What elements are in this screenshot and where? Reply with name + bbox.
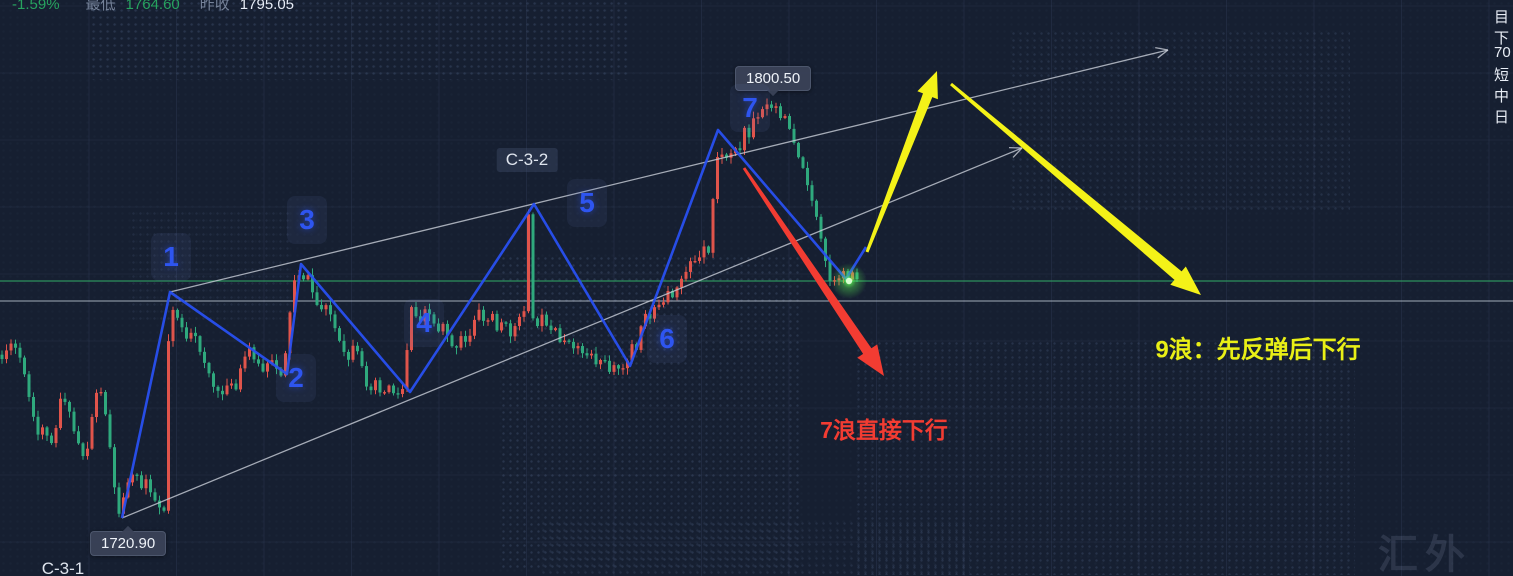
trading-chart-app: -1.59% 最低 1764.60 昨收 1795.05 1800.50 1720.90… [0, 0, 1513, 576]
candlestick-chart-canvas[interactable] [0, 0, 1513, 576]
